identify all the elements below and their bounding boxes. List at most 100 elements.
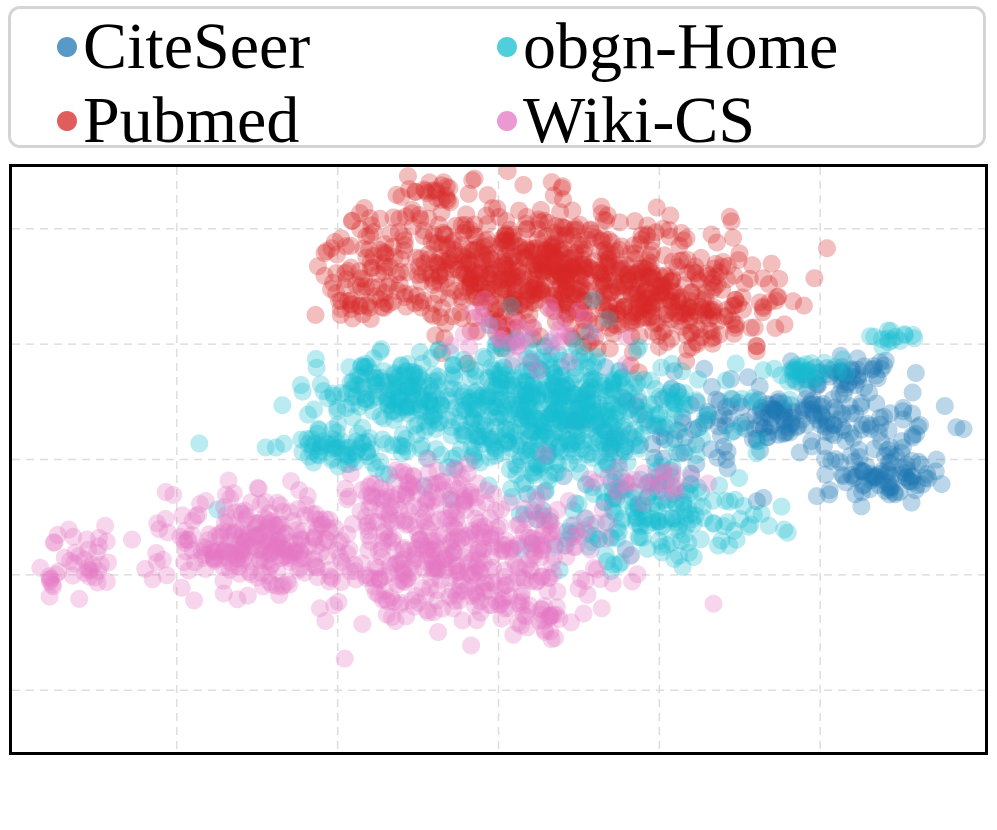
data-point [652, 537, 671, 556]
data-point [540, 568, 559, 587]
data-point [426, 532, 445, 551]
data-point [567, 300, 586, 319]
data-point [346, 570, 365, 589]
data-point [276, 524, 295, 543]
data-point [358, 433, 377, 451]
data-point [404, 563, 423, 582]
data-point [470, 539, 489, 558]
data-point [196, 559, 215, 578]
data-point [813, 406, 831, 424]
data-point [539, 298, 558, 317]
data-point [651, 277, 670, 296]
data-point [751, 432, 769, 451]
data-point [476, 416, 495, 435]
data-point [622, 286, 641, 305]
data-point [374, 298, 393, 317]
data-point [612, 481, 631, 500]
data-point [517, 288, 536, 307]
data-point [649, 326, 668, 345]
data-point [413, 354, 432, 373]
data-point [563, 434, 582, 453]
data-point [649, 417, 668, 436]
data-point [327, 245, 346, 264]
data-point [546, 256, 565, 275]
data-point [61, 551, 79, 570]
data-point [343, 372, 362, 391]
data-point [841, 404, 860, 423]
data-point [466, 367, 485, 386]
data-point [460, 269, 479, 288]
data-point [837, 363, 856, 382]
data-point [597, 421, 616, 440]
data-point [565, 515, 583, 534]
data-point [404, 217, 422, 236]
data-point [584, 261, 602, 280]
data-point [175, 553, 194, 572]
data-point [468, 321, 487, 340]
data-point [575, 440, 594, 459]
data-point [583, 292, 601, 311]
data-point [522, 539, 541, 558]
data-point [404, 467, 422, 486]
data-point [451, 577, 470, 595]
data-point [788, 356, 807, 375]
data-point [567, 221, 586, 239]
data-point [610, 255, 629, 274]
data-point [393, 559, 412, 578]
data-point [710, 392, 729, 411]
data-point [593, 460, 612, 479]
data-point [541, 606, 560, 625]
data-point [807, 375, 826, 393]
data-point [652, 358, 671, 377]
data-point [497, 576, 516, 595]
data-point [675, 276, 694, 295]
data-point [519, 411, 538, 430]
data-point [626, 396, 645, 415]
data-point [483, 288, 501, 306]
data-point [458, 543, 477, 562]
data-point [642, 478, 661, 497]
data-point [546, 260, 565, 279]
data-point [550, 436, 568, 455]
data-point [600, 318, 619, 337]
data-point [520, 255, 539, 274]
data-point [351, 368, 370, 386]
data-point [637, 280, 656, 299]
data-point [687, 333, 706, 352]
data-point [519, 410, 538, 429]
data-point [599, 430, 618, 449]
data-point [211, 528, 229, 547]
data-point [517, 349, 536, 368]
data-point [497, 316, 516, 335]
data-point [600, 408, 619, 427]
data-point [572, 278, 591, 297]
data-point [422, 559, 441, 577]
data-point [646, 314, 665, 333]
data-point [470, 513, 489, 532]
data-point [544, 266, 563, 285]
data-point [377, 605, 396, 624]
data-point [753, 408, 772, 427]
data-point [455, 426, 474, 445]
data-point [643, 241, 662, 260]
data-point [450, 582, 469, 601]
data-point [439, 391, 458, 410]
data-point [502, 294, 521, 313]
data-point [815, 353, 834, 372]
data-point [299, 405, 318, 424]
data-point [189, 505, 208, 524]
data-point [390, 275, 409, 294]
data-point [583, 224, 602, 243]
data-point [540, 606, 559, 625]
data-point [781, 361, 800, 380]
data-point [808, 369, 827, 388]
data-point [518, 485, 537, 504]
data-point [63, 566, 82, 585]
data-point [546, 368, 565, 387]
data-point [420, 377, 439, 395]
data-point [550, 333, 569, 352]
data-point [366, 557, 385, 576]
data-point [514, 373, 533, 392]
data-point [374, 503, 393, 522]
data-point [528, 275, 547, 294]
